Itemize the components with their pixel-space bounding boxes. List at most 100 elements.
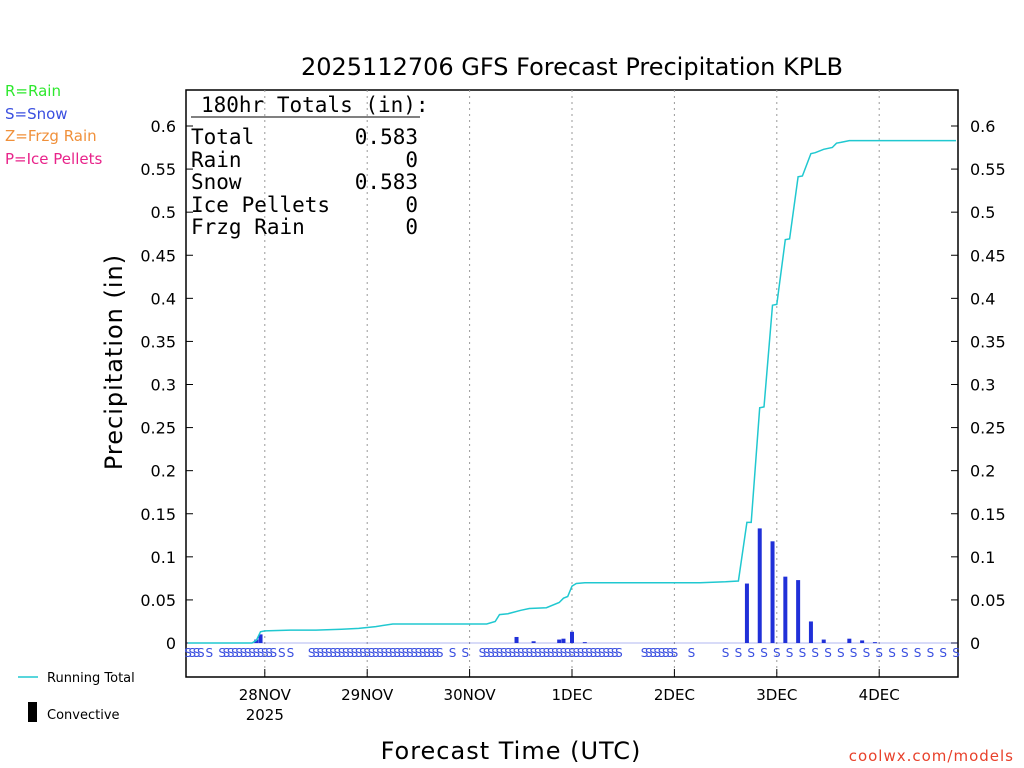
legend-ice-pellets: P=Ice Pellets: [5, 150, 102, 168]
snow-marker: S: [824, 646, 832, 660]
x-tick-label: 28NOV: [239, 686, 292, 704]
snow-marker: S: [334, 646, 342, 660]
snow-marker: S: [487, 646, 495, 660]
snow-marker: S: [363, 646, 371, 660]
snow-marker: S: [747, 646, 755, 660]
snow-marker: S: [538, 646, 546, 660]
x-tick-label: 3DEC: [756, 686, 797, 704]
snow-marker: S: [402, 646, 410, 660]
snow-marker: S: [594, 646, 602, 660]
legend-rain: R=Rain: [5, 82, 61, 100]
legend-running-total: Running Total: [47, 671, 135, 686]
y-tick-label-right: 0.05: [970, 591, 1006, 610]
snow-marker: S: [645, 646, 653, 660]
convective-bar: [757, 528, 762, 643]
totals-label-frzg-rain: Frzg Rain: [191, 215, 305, 239]
snow-marker: S: [372, 646, 380, 660]
snow-marker: S: [410, 646, 418, 660]
snow-marker: S: [611, 646, 619, 660]
totals-value-total: 0.583: [355, 125, 418, 149]
convective-bar: [514, 636, 519, 643]
legend-convective: Convective: [47, 708, 120, 723]
snow-marker: S: [393, 646, 401, 660]
snow-marker: S: [368, 646, 376, 660]
convective-bar: [821, 639, 826, 643]
snow-marker: S: [850, 646, 858, 660]
y-tick-label-right: 0: [970, 634, 980, 653]
snow-marker: S: [581, 646, 589, 660]
snow-marker: S: [508, 646, 516, 660]
snow-marker: S: [308, 646, 316, 660]
convective-bar: [258, 634, 263, 643]
snow-marker: S: [423, 646, 431, 660]
x-axis-label: Forecast Time (UTC): [381, 737, 642, 765]
credit-link[interactable]: coolwx.com/models: [849, 747, 1014, 765]
convective-bar: [872, 642, 877, 644]
snow-marker: S: [952, 646, 960, 660]
snow-marker: S: [235, 646, 243, 660]
x-tick-label: 29NOV: [341, 686, 394, 704]
snow-marker: S: [735, 646, 743, 660]
legend-snow: S=Snow: [5, 105, 68, 123]
snow-marker: S: [462, 646, 470, 660]
snow-marker: S: [875, 646, 883, 660]
snow-marker: S: [248, 646, 256, 660]
y-tick-label-left: 0.55: [140, 160, 176, 179]
x-axis: 28NOV 2025 29NOV 30NOV 1DEC 2DEC 3DEC 4DEC: [239, 669, 900, 724]
snow-marker: S: [760, 646, 768, 660]
snow-marker: S: [449, 646, 457, 660]
snow-marker: S: [662, 646, 670, 660]
y-tick-label-right: 0.25: [970, 419, 1006, 438]
snow-marker: S: [496, 646, 504, 660]
y-tick-label-left: 0.3: [151, 376, 176, 395]
y-tick-label-left: 0.2: [151, 462, 176, 481]
convective-bar: [796, 580, 801, 643]
y-tick-label-right: 0.45: [970, 246, 1006, 265]
y-tick-label-left: 0.1: [151, 548, 176, 567]
snow-marker: S: [257, 646, 265, 660]
legend-frzg-rain: Z=Frzg Rain: [5, 127, 97, 145]
y-tick-label-left: 0.4: [151, 289, 176, 308]
snow-marker: S: [261, 646, 269, 660]
snow-marker: S: [607, 646, 615, 660]
snow-marker: S: [641, 646, 649, 660]
y-tick-label-left: 0.05: [140, 591, 176, 610]
convective-bar: [808, 621, 813, 643]
snow-marker: S: [380, 646, 388, 660]
y-axes: 0 00.05 0.050.1 0.10.15 0.150.2 0.20.25 0.250.…: [140, 117, 1005, 653]
snow-marker: S: [939, 646, 947, 660]
totals-box: 180hr Totals (in): Total 0.583 Rain 0 Sn…: [191, 93, 429, 239]
snow-marker: S: [602, 646, 610, 660]
y-tick-label-left: 0: [166, 634, 176, 653]
convective-bar: [860, 640, 865, 643]
snow-marker: S: [799, 646, 807, 660]
totals-value-ice-pellets: 0: [405, 193, 418, 217]
snow-marker: S: [572, 646, 580, 660]
snow-marker: S: [346, 646, 354, 660]
x-tick-label: 30NOV: [444, 686, 497, 704]
snow-marker: S: [240, 646, 248, 660]
snow-marker: S: [206, 646, 214, 660]
snow-marker: S: [530, 646, 538, 660]
totals-title: 180hr Totals (in):: [201, 93, 429, 117]
x-tick-sublabel: 2025: [246, 706, 284, 724]
snow-marker: S: [325, 646, 333, 660]
snow-marker: S: [278, 646, 286, 660]
y-tick-label-right: 0.4: [970, 289, 995, 308]
y-tick-label-right: 0.15: [970, 505, 1006, 524]
snow-marker: S: [231, 646, 239, 660]
snow-marker: S: [427, 646, 435, 660]
snow-marker: S: [184, 646, 192, 660]
snow-marker: S: [526, 646, 534, 660]
legend-convective-swatch: [28, 702, 37, 722]
snow-marker: S: [406, 646, 414, 660]
snow-marker: S: [786, 646, 794, 660]
snow-marker: S: [432, 646, 440, 660]
snow-marker: S: [415, 646, 423, 660]
y-axis-label: Precipitation (in): [100, 254, 128, 470]
snow-marker: S: [927, 646, 935, 660]
snow-marker: S: [223, 646, 231, 660]
